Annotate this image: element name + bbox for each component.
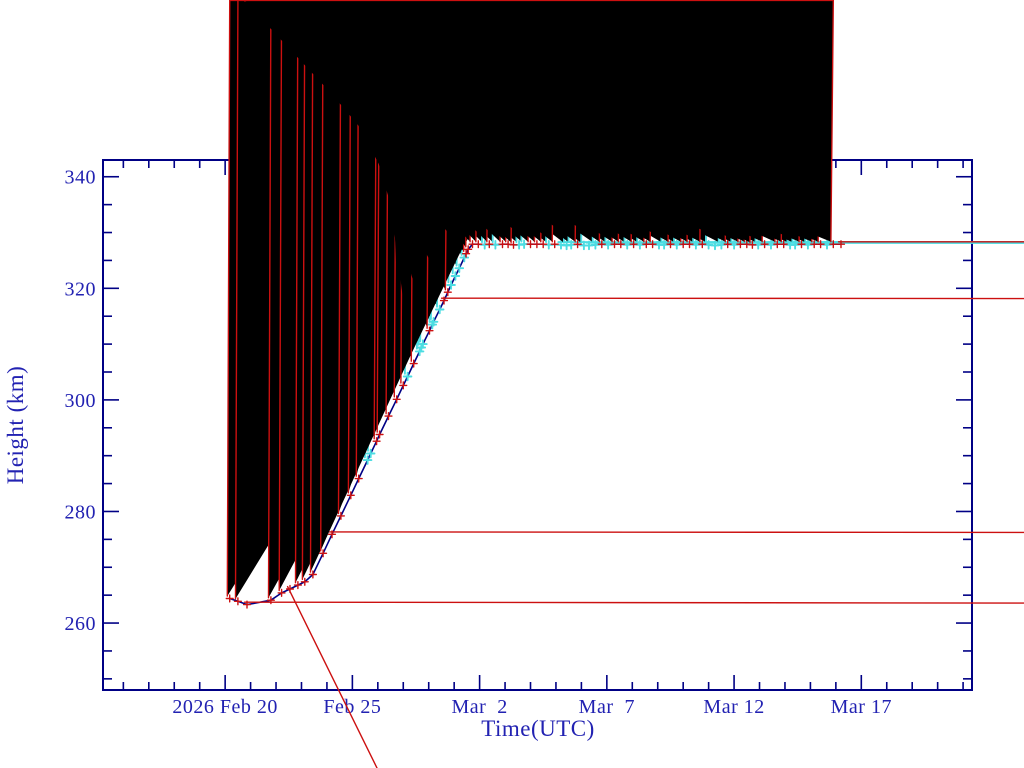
x-tick-label: Mar 2 — [451, 696, 507, 718]
y-tick-label: 340 — [65, 167, 97, 189]
y-tick-label: 260 — [65, 613, 97, 635]
y-tick-label: 280 — [65, 501, 97, 523]
x-tick-label: 2026 Feb 20 — [172, 696, 278, 718]
y-ticks — [104, 175, 971, 680]
x-tick-labels: 2026 Feb 20 Feb 25 Mar 2 Mar 7 Mar 12 Mar 17 — [172, 696, 892, 718]
x-tick-label: Mar 17 — [831, 696, 892, 718]
x-tick-label: Mar 12 — [703, 696, 764, 718]
x-tick-label: Mar 7 — [579, 696, 635, 718]
x-axis-label: Time(UTC) — [481, 716, 595, 741]
y-tick-label: 320 — [65, 278, 97, 300]
x-tick-label: Feb 25 — [323, 696, 381, 718]
red-markers — [225, 0, 1024, 768]
y-tick-label: 300 — [65, 390, 97, 412]
y-tick-labels: 260 280 300 320 340 — [65, 167, 97, 635]
